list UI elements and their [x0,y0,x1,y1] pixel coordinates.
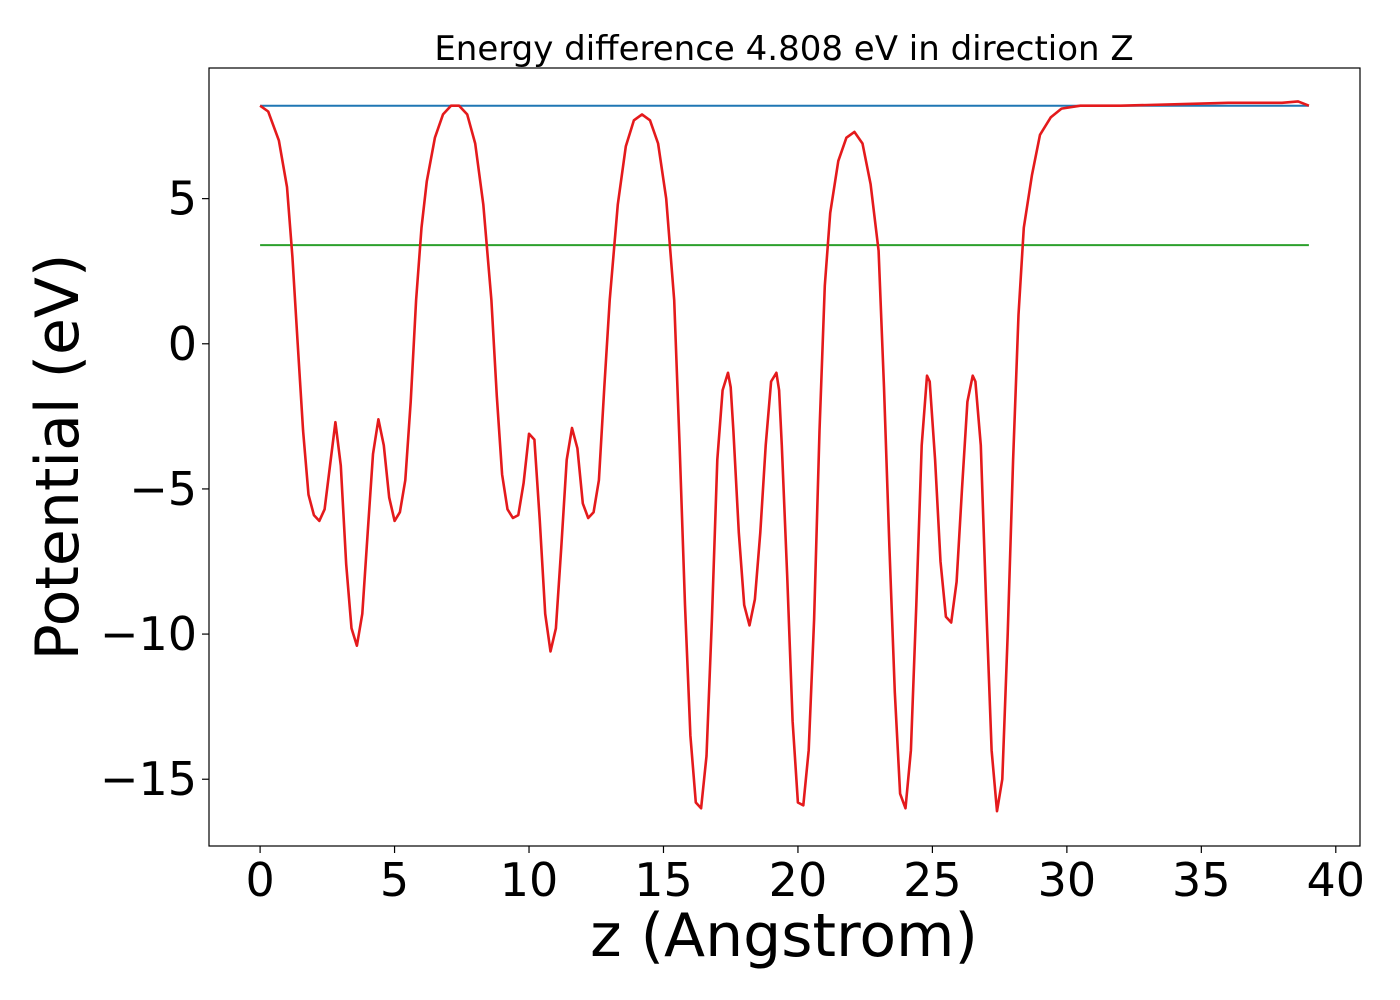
y-tick-label: 0 [168,317,197,371]
y-tick-label: −5 [129,462,197,516]
x-tick-label: 0 [245,853,274,907]
y-axis-ticks: −15 −10 −5 0 5 [100,172,209,806]
x-tick-label: 5 [380,853,409,907]
y-axis-label: Potential (eV) [23,254,93,661]
chart-title: Energy difference 4.808 eV in direction … [434,29,1133,69]
x-tick-label: 10 [500,853,559,907]
series-layer [259,100,1310,813]
x-tick-label: 40 [1307,853,1366,907]
x-tick-label: 30 [1038,853,1097,907]
y-tick-label: −15 [100,752,197,806]
x-tick-label: 15 [634,853,693,907]
x-axis-label: z (Angstrom) [590,901,978,971]
y-tick-label: 5 [168,172,197,226]
plot-area [208,67,1361,847]
x-tick-label: 35 [1172,853,1231,907]
x-tick-label: 25 [903,853,962,907]
x-tick-label: 20 [769,853,828,907]
x-axis-ticks: 0 5 10 15 20 25 30 35 40 [245,846,1365,907]
series-line-3 [259,100,1310,813]
y-tick-label: −10 [100,607,197,661]
